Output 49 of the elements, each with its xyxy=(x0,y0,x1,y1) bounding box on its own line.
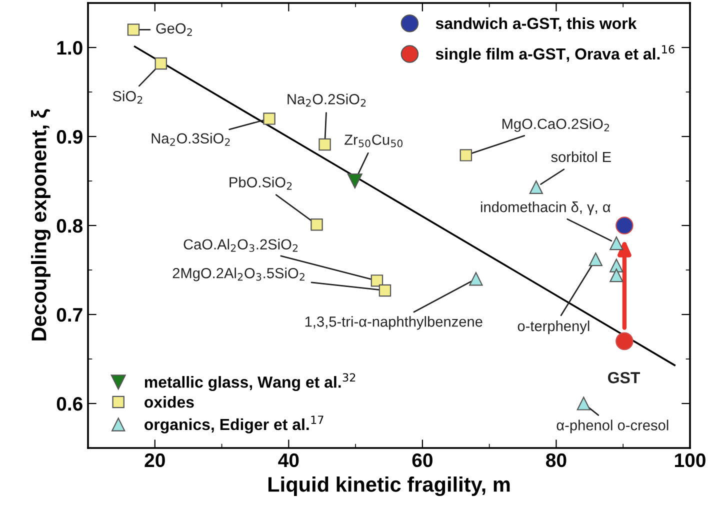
annotation: GST xyxy=(608,372,640,384)
point xyxy=(378,284,392,297)
point xyxy=(616,332,634,350)
x-tick-label: 40 xyxy=(278,453,299,468)
annotation: SiO$_{2}$ xyxy=(112,90,142,104)
annotation: CaO.Al$_{2}$O$_{3}$.2SiO$_{2}$ xyxy=(184,238,298,252)
point xyxy=(310,218,323,231)
point xyxy=(154,57,168,70)
annotation: 2MgO.2Al$_{2}$O$_{3}$.5SiO$_{2}$ xyxy=(172,268,304,282)
legend-label: oxides xyxy=(144,396,194,408)
annotation: MgO.CaO.2SiO$_{2}$ xyxy=(502,118,610,132)
annotation: sorbitol E xyxy=(551,151,611,162)
point xyxy=(460,149,472,162)
point xyxy=(588,252,602,266)
point xyxy=(127,24,140,36)
annotation: 1,3,5-tri-α-naphthylbenzene xyxy=(305,316,482,330)
annotation: Na$_{2}$O.3SiO$_{2}$ xyxy=(152,132,230,146)
x-axis-title: Liquid kinetic fragility, m xyxy=(268,476,510,496)
annotation: Na$_{2}$O.2SiO$_{2}$ xyxy=(288,94,366,107)
y-tick-label: 0.9 xyxy=(56,130,82,144)
point xyxy=(263,112,276,125)
annotation: PbO.SiO$_{2}$ xyxy=(230,176,292,190)
point xyxy=(347,174,362,188)
point xyxy=(529,180,543,194)
y-tick-label: 0.7 xyxy=(56,308,82,322)
y-tick-label: 0.6 xyxy=(56,396,82,411)
annotation: Zr$_{50}$Cu$_{50}$ xyxy=(344,134,403,148)
legend-label: single film a-GST, Orava et al.$^{16}$ xyxy=(436,45,674,63)
x-tick-label: 20 xyxy=(144,453,165,468)
annotation: GeO$_{2}$ xyxy=(156,23,192,36)
point xyxy=(370,274,384,287)
x-tick-label: 60 xyxy=(412,453,432,468)
annotation: α-phenol o-cresol xyxy=(556,420,668,434)
legend-label: sandwich a-GST, this work xyxy=(436,17,637,32)
annotation: indomethacin δ, γ, α xyxy=(480,202,610,216)
y-tick-label: 0.8 xyxy=(56,218,83,233)
y-tick-label: 1.0 xyxy=(57,40,82,55)
annotation: o-terphenyl xyxy=(518,320,590,334)
legend-label: organics, Ediger et al.$^{17}$ xyxy=(144,416,324,434)
x-tick-label: 80 xyxy=(546,453,566,468)
legend-label: metallic glass, Wang et al.$^{32}$ xyxy=(144,373,356,392)
point xyxy=(610,268,624,282)
point xyxy=(616,216,634,234)
point xyxy=(469,272,483,286)
point xyxy=(576,396,590,410)
y-axis-title: Decoupling exponent, ξ xyxy=(31,109,51,340)
point xyxy=(318,138,331,151)
x-tick-label: 100 xyxy=(675,453,706,468)
point xyxy=(610,236,624,250)
